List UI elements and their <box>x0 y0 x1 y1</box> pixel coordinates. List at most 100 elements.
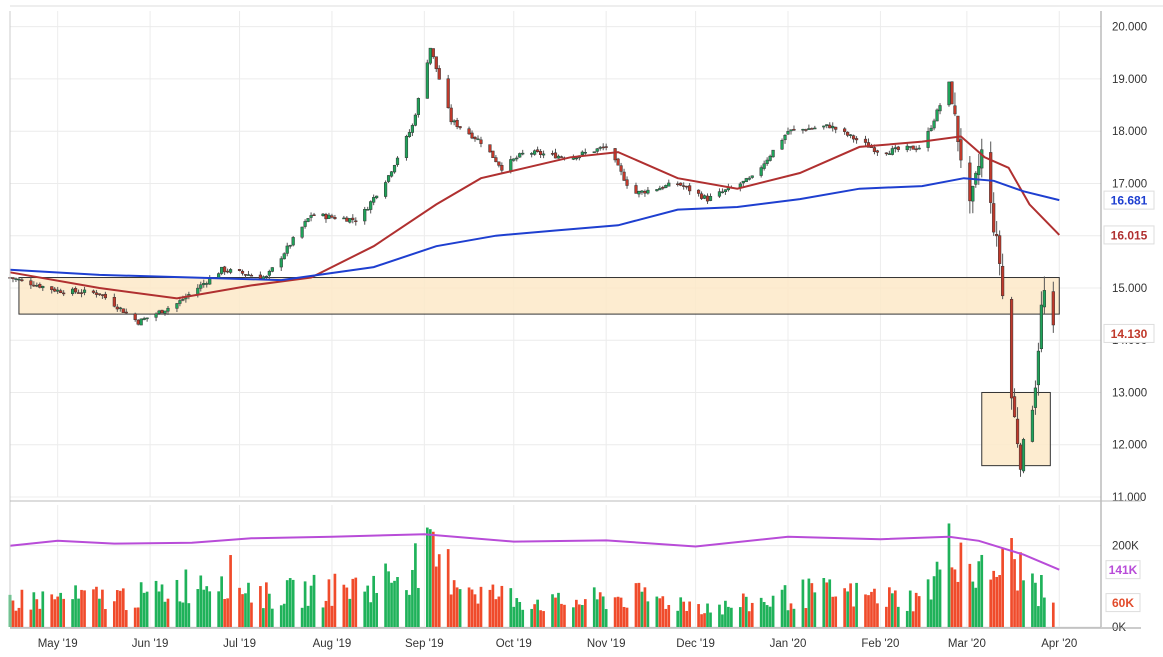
volume-bar <box>622 606 626 627</box>
volume-bar <box>789 603 793 627</box>
volume-bar <box>932 576 936 627</box>
candle <box>237 268 242 272</box>
candle <box>20 277 24 282</box>
candle <box>801 128 805 134</box>
volume-bar <box>494 599 498 627</box>
volume-bar <box>449 594 453 627</box>
price-axis: 20.00019.00018.00017.00016.00015.00014.0… <box>1112 22 1147 504</box>
volume-bar <box>282 603 286 627</box>
volume-bar <box>473 594 477 627</box>
price-labels: 16.681 16.015 14.130 <box>1103 190 1155 343</box>
volume-bar <box>560 603 563 627</box>
volume-bar <box>780 589 784 627</box>
volume-bar <box>11 600 15 627</box>
candle <box>1001 253 1005 300</box>
volume-bar <box>706 603 709 627</box>
candle <box>1012 388 1017 418</box>
candle <box>348 218 352 224</box>
volume-bar <box>62 598 65 627</box>
candle <box>834 126 838 134</box>
volume-bar <box>226 598 229 627</box>
candle <box>521 149 525 156</box>
volume-bar <box>265 582 268 627</box>
volume-bar <box>199 575 203 627</box>
candle <box>354 217 358 226</box>
candle <box>843 127 847 135</box>
volume-bar <box>166 598 170 627</box>
volume-bar <box>497 596 501 627</box>
candle <box>205 281 209 288</box>
candle <box>661 185 665 191</box>
svg-text:14.130: 14.130 <box>1111 327 1148 341</box>
volume-bar <box>229 555 232 627</box>
candle <box>810 127 814 130</box>
volume-bar <box>95 586 98 627</box>
candle <box>288 244 292 249</box>
volume-bar <box>852 606 855 627</box>
volume-bar <box>998 575 1001 627</box>
volume-bar <box>121 588 125 627</box>
candle <box>431 48 435 59</box>
volume-bar <box>29 609 33 627</box>
candle <box>369 200 373 214</box>
candle <box>407 129 412 138</box>
candle <box>634 182 638 194</box>
sma-slow-line <box>9 177 1060 282</box>
volume-bar <box>333 573 337 627</box>
candle <box>771 149 775 158</box>
volume-bar <box>393 580 396 627</box>
svg-text:60K: 60K <box>1112 596 1134 610</box>
volume-bar <box>539 610 542 627</box>
volume-bar <box>20 589 24 627</box>
candle <box>530 152 534 158</box>
volume-bar <box>640 591 644 627</box>
candle <box>786 127 790 135</box>
candle <box>1018 442 1023 477</box>
candle <box>655 188 659 192</box>
candle <box>914 145 918 153</box>
volume-bar <box>509 588 513 627</box>
volume-bar <box>1022 580 1025 627</box>
volume-bar <box>259 586 262 627</box>
candle <box>789 129 793 135</box>
candle <box>908 146 912 151</box>
volume-bar <box>950 567 954 627</box>
volume-bar <box>104 609 107 627</box>
volume-bar <box>330 605 334 627</box>
candle <box>100 294 104 299</box>
volume-bar <box>822 578 826 627</box>
candle <box>935 108 939 122</box>
candle <box>559 155 564 158</box>
volume-bar <box>667 605 671 627</box>
candle <box>1033 380 1038 415</box>
candle <box>17 277 21 281</box>
volume-bar <box>300 607 304 627</box>
candle <box>452 119 456 126</box>
panel-frame <box>9 11 1141 629</box>
candle <box>59 288 63 294</box>
volume-bar <box>911 611 915 627</box>
volume-bar <box>196 589 200 627</box>
candle <box>717 188 722 198</box>
candle <box>556 154 561 159</box>
candle <box>240 269 245 276</box>
volume-bar <box>989 579 993 627</box>
volume-bar <box>1010 538 1013 627</box>
candle <box>497 161 501 168</box>
candle <box>846 131 850 138</box>
candle <box>533 149 537 156</box>
volume-bar <box>366 585 370 627</box>
volume-labels: 141K 60K <box>1105 560 1141 613</box>
volume-bar <box>303 581 307 627</box>
candle <box>121 308 125 313</box>
resistance-zone <box>18 277 1060 315</box>
volume-bar <box>178 601 182 627</box>
volume-bar <box>133 607 137 627</box>
candle <box>741 180 745 187</box>
volume-bar <box>115 590 119 627</box>
volume-bar <box>1031 573 1034 627</box>
candle <box>416 97 420 118</box>
candle <box>890 145 894 156</box>
volume-bar <box>414 543 417 627</box>
time-tick-label: Feb '20 <box>861 638 899 650</box>
